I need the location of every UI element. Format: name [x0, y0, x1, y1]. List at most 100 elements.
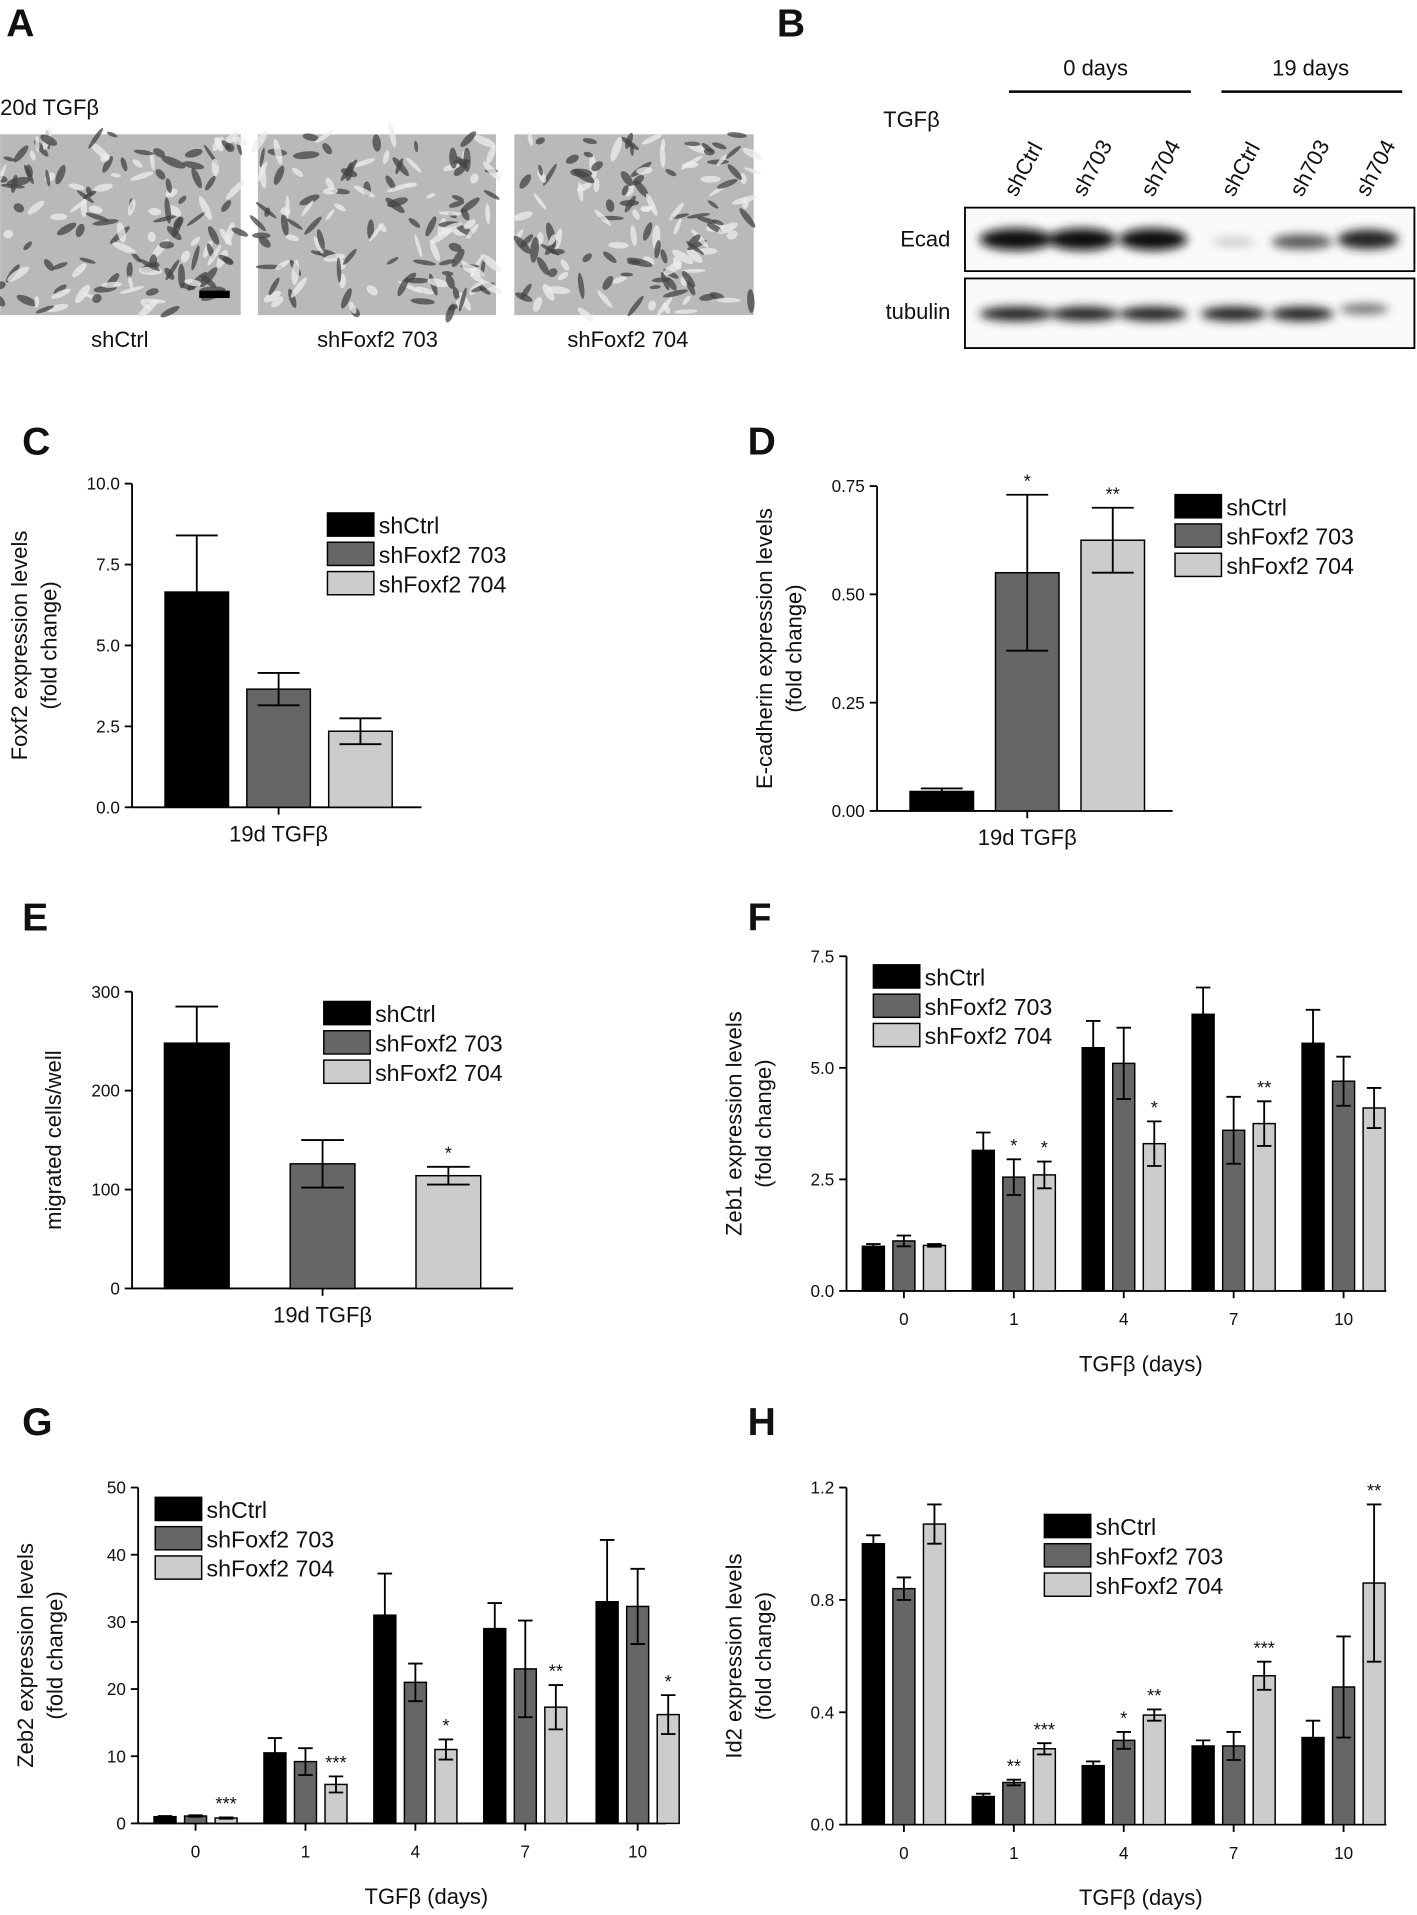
- error-bar: [1006, 493, 1049, 652]
- legend-swatch: [1043, 1542, 1092, 1568]
- error-bar: [175, 1005, 219, 1081]
- cell: [322, 187, 339, 195]
- significance: *: [1151, 1097, 1158, 1118]
- cell: [463, 219, 476, 230]
- legend-label: shFoxf2 704: [379, 571, 507, 597]
- cell: [739, 173, 747, 185]
- significance: **: [1367, 1480, 1381, 1501]
- cell: [16, 294, 37, 307]
- cell: [632, 174, 645, 186]
- significance: ***: [215, 1793, 236, 1814]
- cell: [483, 190, 500, 200]
- cell: [271, 296, 284, 308]
- cell: [130, 171, 154, 181]
- error-bar: [548, 1684, 564, 1731]
- cell: [715, 297, 742, 303]
- cell: [301, 200, 314, 217]
- cell: [482, 161, 501, 181]
- legend-label: shCtrl: [925, 965, 986, 991]
- cell: [34, 295, 40, 308]
- cell: [225, 180, 245, 200]
- cell: [640, 205, 652, 213]
- cell: [160, 305, 180, 318]
- cell: [717, 222, 738, 235]
- cell: [404, 272, 417, 283]
- legend-swatch: [872, 993, 921, 1019]
- cell: [583, 151, 594, 158]
- cell: [191, 245, 200, 271]
- x-axis-title: TGFβ (days): [1079, 1352, 1203, 1377]
- x-tick-label: 10: [628, 1843, 647, 1862]
- y-tick-label: 50: [107, 1479, 126, 1498]
- cell: [290, 277, 308, 298]
- significance: **: [1106, 483, 1120, 504]
- legend-label: shFoxf2 703: [1226, 524, 1354, 550]
- cell: [3, 156, 15, 162]
- error-bar: [1091, 506, 1134, 574]
- row-label: tubulin: [886, 299, 951, 324]
- cell: [13, 145, 29, 163]
- x-tick-label: 0: [191, 1843, 201, 1862]
- cell: [137, 299, 158, 318]
- cell: [293, 151, 320, 160]
- legend-swatch: [1174, 493, 1223, 519]
- legend-label: shFoxf2 703: [1096, 1543, 1224, 1569]
- significance: *: [442, 1715, 449, 1736]
- cell: [687, 234, 701, 247]
- cell: [249, 215, 266, 232]
- bar: [1081, 1047, 1105, 1292]
- caption: shFoxf2 704: [567, 327, 688, 352]
- x-tick-label: 4: [1119, 1310, 1129, 1329]
- cell: [707, 222, 723, 233]
- cell: [603, 251, 617, 264]
- caption: shCtrl: [91, 327, 148, 352]
- lane-label: shCtrl: [1216, 138, 1265, 200]
- cell: [334, 203, 346, 212]
- cell: [445, 303, 456, 323]
- legend-swatch: [1043, 1572, 1092, 1597]
- cell: [325, 177, 335, 190]
- y-tick-label: 0: [110, 1280, 120, 1299]
- cell: [662, 302, 671, 314]
- error-bar: [1116, 1026, 1131, 1100]
- cell: [280, 207, 291, 216]
- x-tick-label: 1: [1009, 1844, 1019, 1863]
- cell: [731, 195, 758, 205]
- cell: [610, 136, 623, 162]
- error-bar: [1226, 1095, 1241, 1165]
- bar: [403, 1681, 428, 1825]
- cell: [520, 234, 534, 248]
- cell: [429, 239, 440, 262]
- cell: [681, 268, 706, 273]
- y-tick-label: 20: [107, 1680, 126, 1699]
- cell: [427, 278, 449, 288]
- bar: [971, 1795, 996, 1826]
- y-tick-label: 0.8: [811, 1591, 835, 1610]
- y-tick-label: 0.0: [96, 798, 120, 817]
- cell: [199, 267, 218, 288]
- significance: *: [1120, 1708, 1127, 1729]
- cell: [519, 174, 532, 189]
- error-bar: [377, 1572, 393, 1658]
- panel-letter: D: [748, 420, 776, 463]
- cell: [119, 286, 145, 294]
- cell: [686, 249, 703, 263]
- cell: [725, 145, 741, 159]
- cell: [110, 173, 122, 178]
- cell: [155, 169, 166, 180]
- cell: [744, 167, 762, 175]
- cell: [149, 150, 155, 171]
- cell: [88, 205, 103, 214]
- cell: [413, 259, 436, 266]
- cell: [159, 241, 175, 249]
- error-bar: [976, 1131, 991, 1170]
- cell: [275, 260, 290, 271]
- cell: [682, 295, 691, 305]
- legend-swatch: [154, 1525, 203, 1551]
- significance: *: [1024, 470, 1031, 491]
- cell: [672, 249, 694, 265]
- error-bar: [1147, 1708, 1162, 1722]
- cell: [186, 211, 207, 227]
- y-tick-label: 0.4: [811, 1703, 835, 1722]
- cell: [341, 288, 352, 309]
